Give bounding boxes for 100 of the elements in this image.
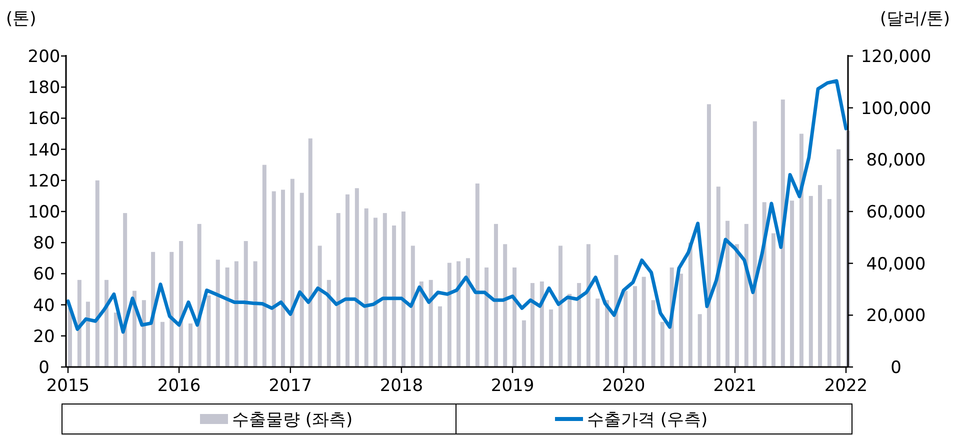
bar [86, 302, 90, 367]
bar [512, 267, 517, 367]
x-tick-label: 2017 [268, 376, 312, 396]
bar [188, 323, 192, 367]
legend-label: 수출가격 (우측) [587, 410, 708, 430]
bar [272, 191, 276, 367]
bar [726, 220, 730, 367]
bar [244, 241, 248, 367]
bar [77, 280, 82, 367]
y-tick-label: 140 [28, 140, 60, 160]
bar [577, 283, 582, 367]
bar [438, 306, 442, 367]
x-tick-label: 2016 [157, 376, 201, 396]
bar [373, 218, 378, 367]
bar [123, 213, 128, 367]
bar [142, 300, 146, 367]
bar [614, 255, 618, 367]
bar [494, 224, 498, 367]
bar [382, 213, 387, 367]
bar [752, 121, 757, 367]
x-tick-label: 2020 [602, 376, 646, 396]
bar [660, 322, 664, 367]
bar [790, 200, 794, 367]
y2-axis-title: (달러/톤) [880, 9, 950, 29]
y-tick-label: 180 [28, 78, 60, 98]
bar [160, 322, 164, 367]
bar [503, 244, 508, 367]
bar [447, 262, 452, 367]
bar [706, 104, 711, 367]
bar [197, 224, 202, 367]
line-series [66, 79, 848, 334]
bar [95, 180, 100, 367]
bar [170, 252, 174, 367]
bar [530, 283, 534, 367]
bar [234, 261, 238, 367]
bar [428, 280, 433, 367]
bar [475, 184, 480, 367]
bar [326, 280, 331, 367]
x-tick-label: 2021 [713, 376, 757, 396]
bar [605, 300, 610, 367]
y2-tick-label: 60,000 [866, 202, 926, 222]
bar [633, 286, 638, 367]
y2-tick-label: 0 [890, 358, 902, 378]
y-tick-label: 80 [33, 234, 55, 254]
bar [549, 309, 554, 367]
bar [364, 208, 368, 367]
y-axis-title: (톤) [6, 9, 36, 29]
bar [771, 233, 776, 367]
bar [300, 192, 304, 367]
bar [558, 246, 562, 367]
bar [568, 294, 572, 367]
bar [799, 134, 804, 367]
bar [410, 246, 415, 367]
bar [206, 295, 211, 367]
x-tick-label: 2019 [490, 376, 534, 396]
bar [836, 149, 841, 367]
bar [808, 196, 813, 367]
bar [744, 224, 748, 367]
bar [624, 290, 628, 367]
bar [308, 138, 312, 367]
bar [318, 246, 322, 367]
bar [734, 244, 739, 367]
y2-tick-label: 20,000 [866, 306, 926, 326]
bar [336, 213, 340, 367]
x-tick-label: 2015 [46, 376, 90, 396]
y-tick-label: 120 [28, 171, 60, 192]
bar [484, 267, 489, 367]
bar [104, 280, 109, 367]
y-tick-label: 40 [33, 296, 55, 316]
bar [688, 242, 692, 367]
bar [280, 190, 285, 367]
bar [456, 261, 461, 367]
bar [290, 178, 294, 367]
y2-tick-label: 100,000 [860, 98, 932, 119]
x-tick-label: 2022 [824, 376, 868, 396]
bar [522, 320, 526, 367]
bar [354, 188, 359, 367]
bar [540, 281, 544, 367]
bar [179, 241, 184, 367]
bar [827, 199, 832, 367]
legend-label: 수출물량 (좌측) [232, 410, 353, 430]
bar [596, 298, 600, 367]
bar [466, 258, 470, 367]
bar [678, 274, 683, 367]
bar [818, 185, 822, 367]
bar [216, 260, 220, 367]
bar [401, 212, 406, 367]
y-tick-label: 0 [38, 358, 50, 378]
bar [586, 244, 590, 367]
y-tick-label: 20 [33, 326, 55, 347]
bar [253, 261, 258, 367]
bar [651, 300, 656, 367]
bar [345, 194, 350, 367]
bar [392, 225, 396, 367]
bar [419, 281, 424, 367]
bar [114, 312, 118, 367]
y-tick-label: 100 [28, 202, 60, 222]
bar [68, 308, 72, 367]
y2-tick-label: 120,000 [860, 47, 932, 67]
x-tick-label: 2018 [380, 376, 424, 396]
